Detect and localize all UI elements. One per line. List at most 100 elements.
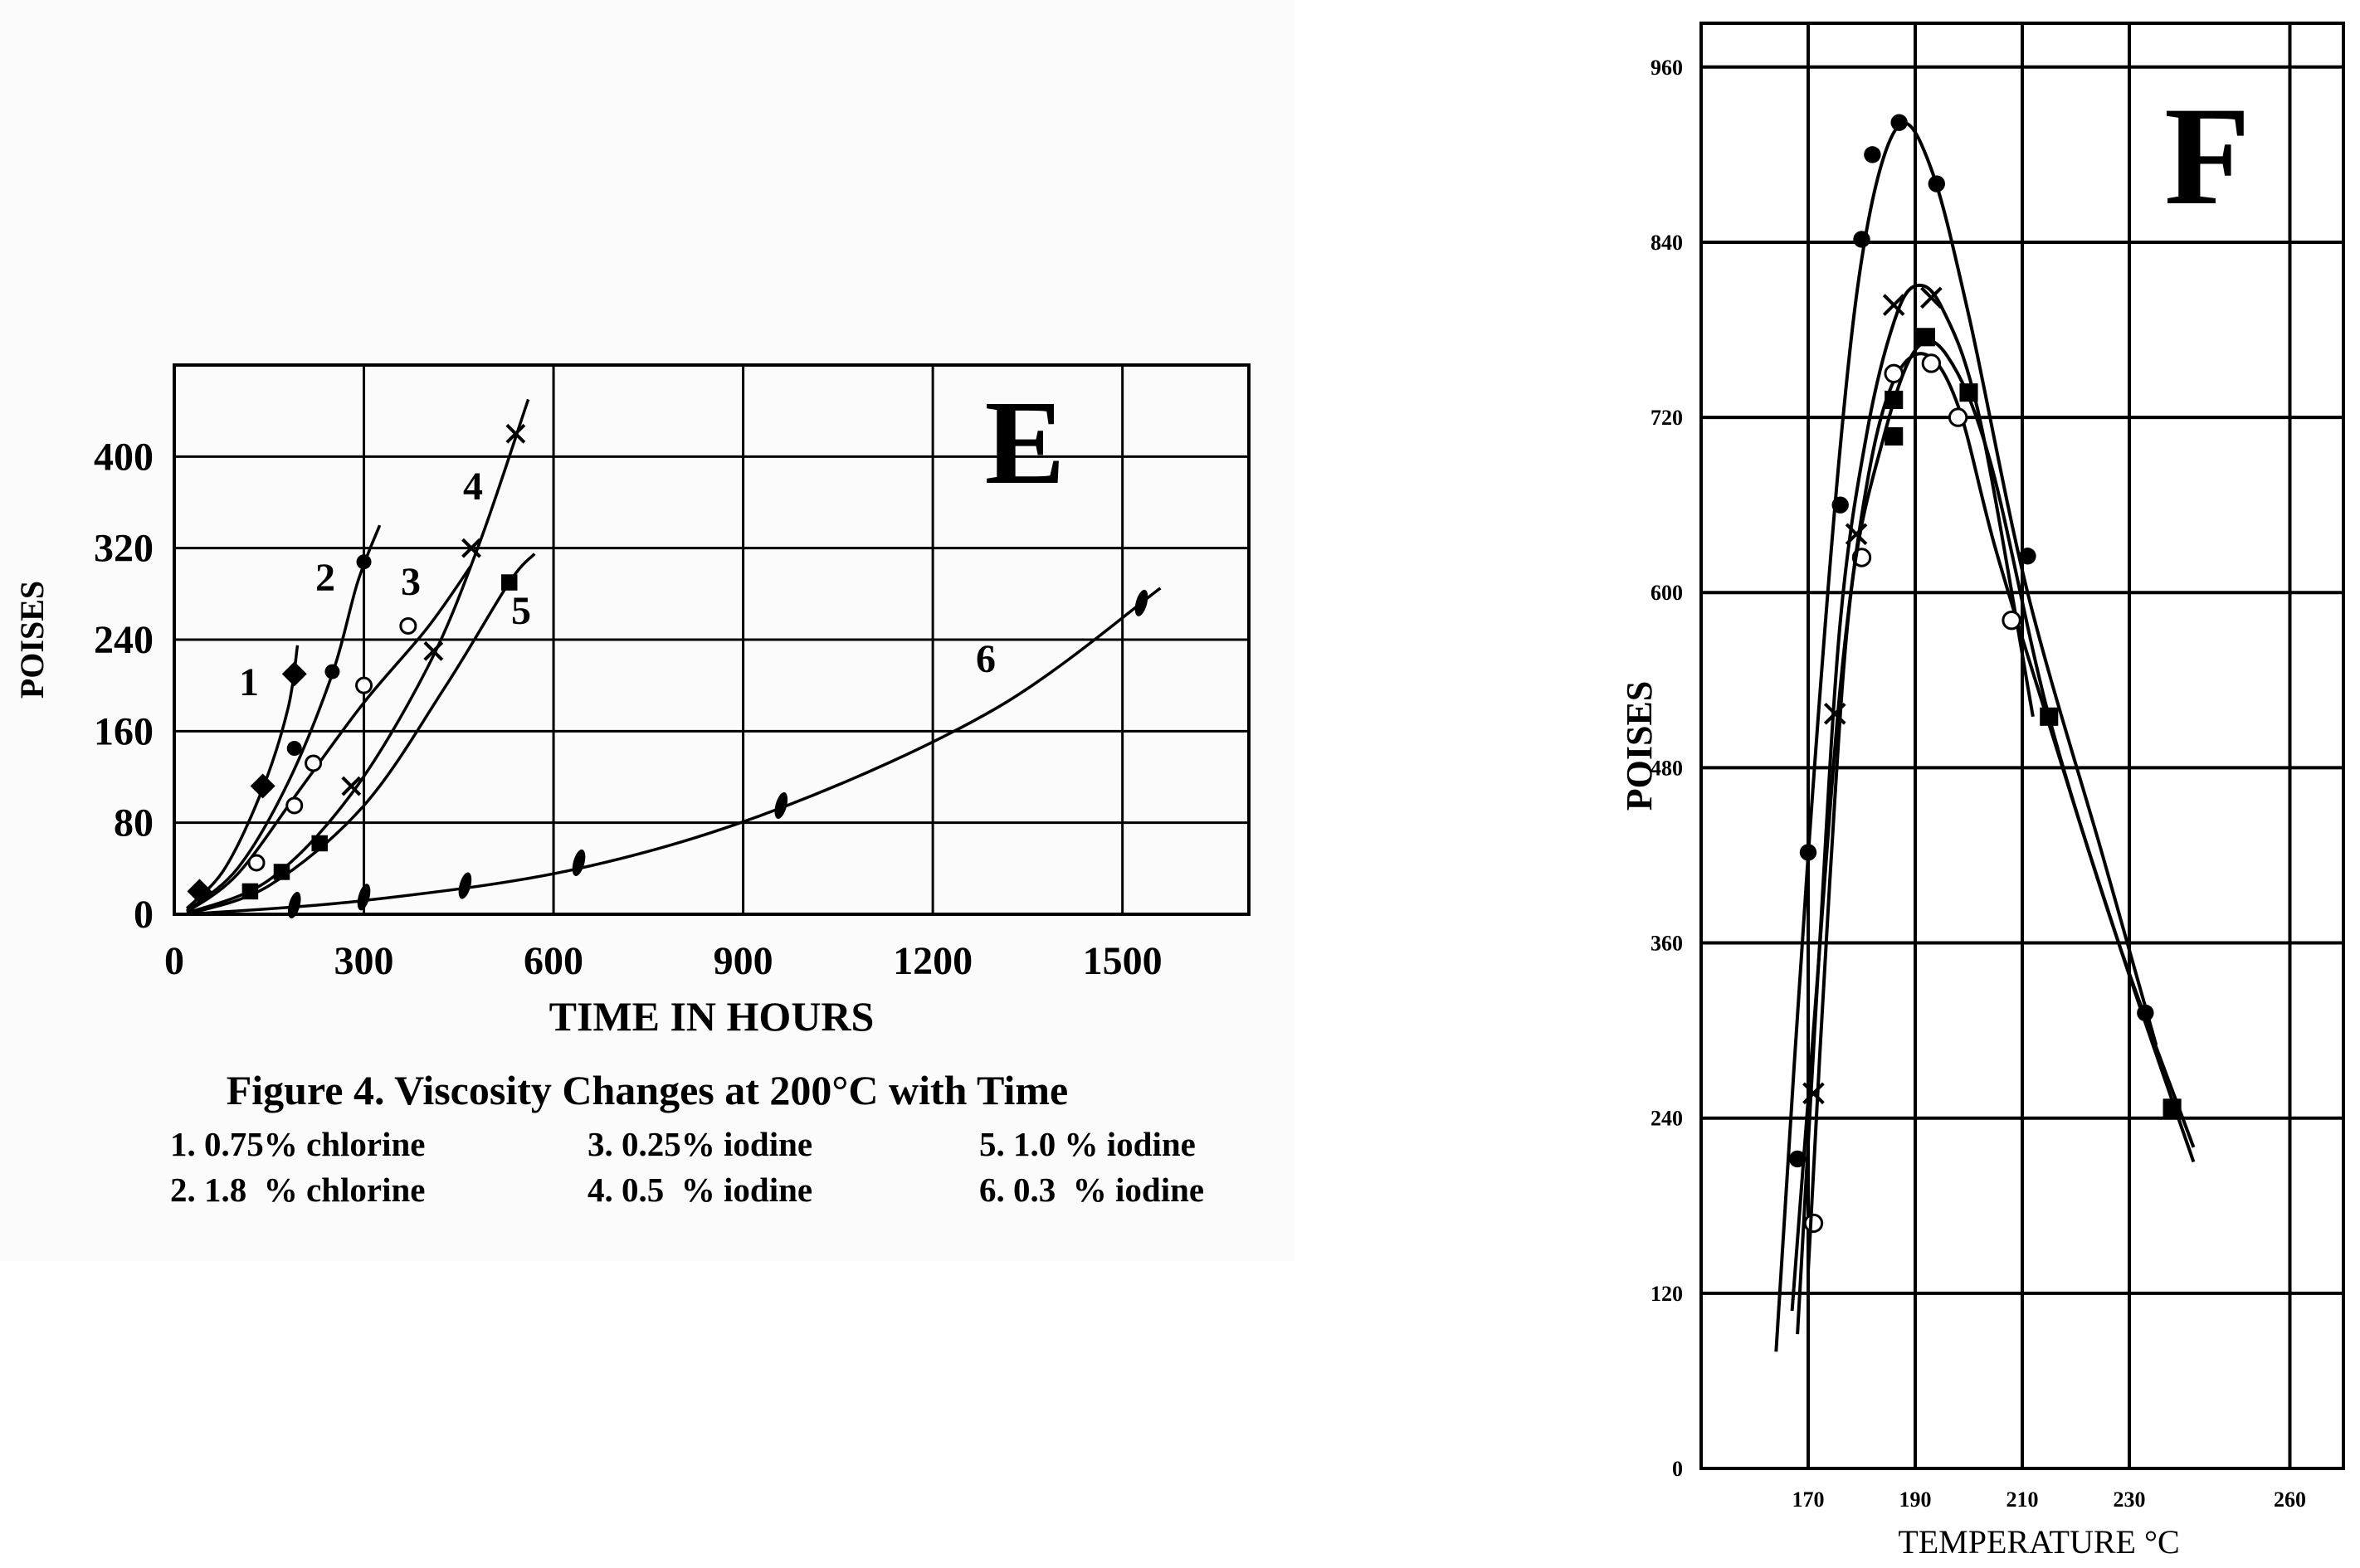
x-axis-title-f: TEMPERATURE °C — [1898, 1523, 2179, 1561]
y-tick-label-80: 80 — [114, 801, 154, 845]
x-tick-label-0: 0 — [164, 939, 184, 983]
series-square-point-3 — [1959, 383, 1978, 402]
y-tick-label-360: 360 — [1651, 932, 1683, 956]
chart-e: 0 300 600 900 1200 1500 0 80 160 240 320 400 TIME IN… — [13, 363, 1251, 1040]
y-tick-label-240: 240 — [94, 618, 154, 662]
series-5 — [186, 553, 536, 916]
series-dot-point-3 — [1853, 231, 1870, 248]
series-3-point-4 — [399, 616, 417, 635]
series-x-point-4-stroke-b — [1920, 286, 1943, 309]
series-circle-point-0 — [1803, 1213, 1824, 1234]
series-dot-point-7 — [2019, 548, 2036, 565]
y-axis-title-f: POISES — [1626, 681, 1660, 811]
series-6 — [187, 587, 1162, 918]
series-dot-point-4 — [1864, 146, 1881, 163]
series-label-4: 4 — [463, 465, 483, 509]
y-tick-label-960: 960 — [1651, 56, 1683, 80]
series-6-line — [187, 587, 1162, 916]
series-4-point-1 — [423, 640, 444, 661]
series-square-point-2 — [1916, 328, 1935, 347]
legend-item-5: 5. 1.0 % iodine — [979, 1125, 1196, 1163]
y-tick-label-160: 160 — [94, 709, 154, 753]
y-tick-label-240: 240 — [1651, 1107, 1683, 1131]
series-4-point-1-stroke-b — [423, 640, 444, 661]
series-x-point-3 — [1882, 294, 1905, 316]
series-4-line — [186, 398, 530, 915]
x-tick-label-170: 170 — [1792, 1488, 1825, 1512]
series-dot — [1774, 114, 2158, 1352]
series-5-line — [186, 553, 536, 916]
series-label-3: 3 — [401, 560, 421, 604]
y-tick-label-0: 0 — [134, 893, 154, 937]
series-dot-point-6 — [1928, 175, 1945, 192]
x-tick-label-260: 260 — [2274, 1488, 2306, 1512]
series-label-1: 1 — [239, 660, 259, 704]
series-5-point-2 — [311, 835, 328, 852]
series-2-line — [186, 524, 382, 913]
y-tick-label-400: 400 — [94, 435, 154, 479]
x-tick-label-600: 600 — [524, 939, 583, 983]
series-3-point-1 — [285, 796, 304, 815]
series-5-point-1 — [273, 864, 290, 880]
panel-letter-f: F — [2164, 78, 2250, 234]
series-4-point-0 — [341, 776, 362, 796]
series-6-point-5 — [1134, 589, 1148, 616]
series-dot-point-1 — [1799, 844, 1817, 861]
y-tick-label-720: 720 — [1651, 406, 1683, 430]
series-x-point-2-stroke-b — [1845, 523, 1868, 546]
series-3-point-3 — [355, 676, 373, 694]
series-square-point-4 — [2040, 707, 2059, 726]
series-label-6: 6 — [976, 637, 996, 681]
series-6-point-4 — [774, 791, 788, 820]
series-3-point-0 — [247, 854, 266, 872]
y-tick-label-320: 320 — [94, 527, 154, 571]
series-dot-point-5 — [1890, 114, 1908, 131]
series-dot-point-2 — [1831, 496, 1849, 514]
series-label-5: 5 — [511, 589, 531, 633]
x-tick-label-230: 230 — [2114, 1488, 2146, 1512]
series-1-point-2 — [281, 661, 307, 687]
series-6-point-3 — [572, 849, 586, 876]
series-4-point-2-stroke-b — [461, 538, 481, 558]
series-4 — [186, 398, 530, 915]
x-tick-label-190: 190 — [1899, 1488, 1932, 1512]
series-6-point-2 — [458, 872, 472, 899]
figure-f-panel: 170 190 210 230 260 0 120 240 360 480 600 720 840 960… — [1619, 0, 2360, 1568]
y-tick-label-120: 120 — [1651, 1282, 1683, 1306]
series-2-point-1 — [324, 664, 340, 679]
series-2-point-2 — [356, 554, 372, 570]
series-square — [1807, 328, 2196, 1272]
series-2 — [186, 524, 382, 913]
series-1-point-1 — [250, 773, 275, 799]
series-1 — [185, 645, 307, 910]
x-tick-label-1200: 1200 — [893, 939, 973, 983]
x-tick-label-1500: 1500 — [1083, 939, 1163, 983]
series-4-point-3 — [505, 423, 526, 444]
series-square-point-1 — [1885, 390, 1904, 410]
legend-item-4: 4. 0.5 % iodine — [588, 1171, 813, 1209]
series-4-point-0-stroke-b — [341, 776, 362, 796]
series-square-point-0 — [1885, 426, 1904, 446]
y-tick-label-480: 480 — [1651, 756, 1683, 780]
series-3-point-2 — [305, 754, 323, 772]
series-circle-point-3 — [1921, 353, 1942, 373]
legend-item-3: 3. 0.25% iodine — [588, 1125, 813, 1163]
series-circle — [1790, 352, 2196, 1312]
series-2-point-0 — [286, 741, 302, 757]
series-3-line — [186, 564, 473, 913]
series-x-point-4 — [1920, 286, 1943, 309]
chart-f: 170 190 210 230 260 0 120 240 360 480 600 720 840 960… — [1619, 22, 2345, 1561]
series-4-point-3-stroke-b — [505, 423, 526, 444]
series-4-point-2 — [461, 538, 481, 558]
plot-frame-f — [1699, 22, 2345, 1470]
x-tick-label-900: 900 — [714, 939, 773, 983]
legend-item-2: 2. 1.8 % chlorine — [170, 1171, 426, 1209]
series-x-point-2 — [1845, 523, 1868, 546]
series-circle-line — [1790, 352, 2196, 1312]
figure-caption-title: Figure 4. Viscosity Changes at 200°C wit… — [226, 1067, 1069, 1113]
series-square-point-5 — [2163, 1098, 2182, 1118]
series-6-point-1 — [357, 884, 371, 911]
x-tick-label-300: 300 — [334, 939, 394, 983]
series-circle-point-5 — [2002, 610, 2021, 631]
x-tick-label-210: 210 — [2006, 1488, 2039, 1512]
